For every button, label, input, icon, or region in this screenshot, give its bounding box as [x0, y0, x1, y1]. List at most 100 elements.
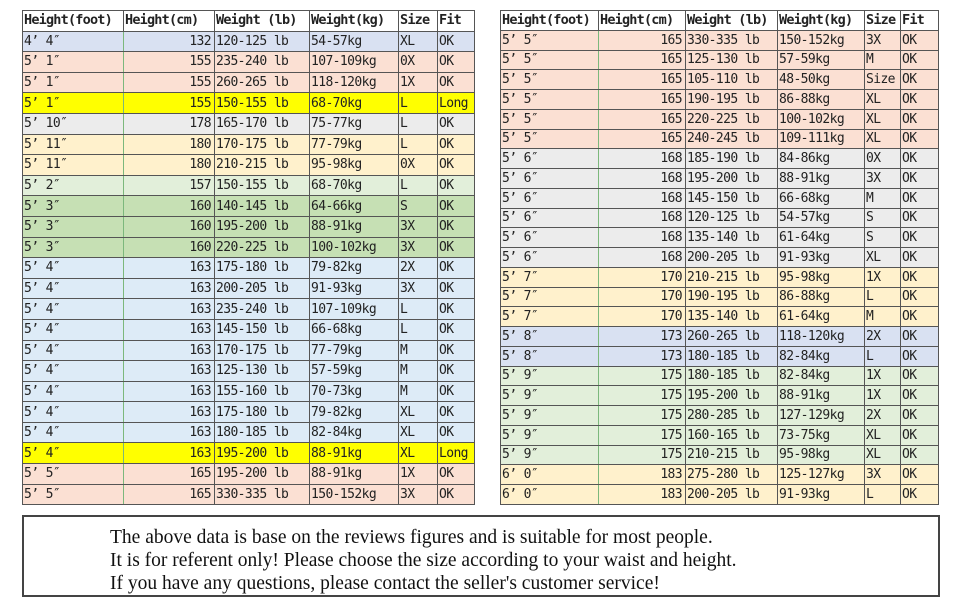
cell-height-foot: 5’ 5″: [500, 69, 599, 90]
cell-weight-kg: 118-120kg: [777, 326, 865, 347]
cell-height-cm: 180: [123, 133, 215, 156]
cell-weight-kg: 88-91kg: [309, 442, 399, 465]
cell-fit: OK: [437, 133, 475, 156]
cell-fit: OK: [900, 326, 939, 347]
cell-size: XL: [864, 444, 901, 466]
cell-weight-kg: 61-64kg: [777, 306, 865, 327]
size-table-right: Height(foot) Height(cm) Weight (lb) Weight(…: [500, 10, 939, 505]
cell-weight-kg: 107-109kg: [309, 51, 399, 73]
cell-weight-kg: 109-111kg: [777, 128, 865, 150]
cell-height-foot: 6’ 0″: [500, 484, 599, 505]
table-row: 5’ 5″ 165 195-200 lb 88-91kg 1X OK: [22, 463, 475, 485]
cell-weight-lb: 135-140 lb: [685, 227, 778, 248]
cell-weight-lb: 190-195 lb: [685, 89, 778, 110]
table-row: 5’ 6″ 168 185-190 lb 84-86kg 0X OK: [500, 148, 939, 169]
cell-fit: OK: [900, 405, 939, 426]
cell-weight-kg: 88-91kg: [309, 215, 399, 238]
table-body: 4’ 4″ 132 120-125 lb 54-57kg XL OK 5’ 1″ 155 235…: [22, 30, 475, 506]
cell-weight-lb: 195-200 lb: [214, 442, 310, 465]
cell-weight-lb: 195-200 lb: [214, 463, 310, 485]
cell-height-foot: 5’ 4″: [22, 257, 124, 279]
cell-size: M: [864, 187, 901, 209]
cell-size: L: [398, 298, 438, 320]
cell-weight-lb: 330-335 lb: [685, 29, 778, 51]
cell-fit: OK: [437, 71, 475, 94]
cell-size: L: [398, 174, 438, 197]
cell-weight-lb: 280-285 lb: [685, 405, 778, 426]
cell-fit: OK: [900, 148, 939, 169]
cell-height-cm: 183: [598, 484, 686, 505]
table-row: 5’ 4″ 163 145-150 lb 66-68kg L OK: [22, 318, 475, 341]
cell-size: S: [398, 195, 438, 217]
cell-fit: OK: [900, 345, 939, 367]
cell-height-cm: 170: [598, 306, 686, 327]
cell-size: 3X: [398, 236, 438, 259]
table-row: 5’ 4″ 163 155-160 lb 70-73kg M OK: [22, 380, 475, 403]
cell-weight-lb: 170-175 lb: [214, 133, 310, 156]
cell-size: Size: [864, 69, 901, 90]
cell-height-foot: 5’ 11″: [22, 133, 124, 156]
table-row: 5’ 1″ 155 260-265 lb 118-120kg 1X OK: [22, 71, 475, 94]
cell-size: XL: [864, 424, 901, 446]
cell-height-foot: 5’ 6″: [500, 207, 599, 229]
cell-fit: OK: [437, 30, 475, 53]
cell-size: 0X: [398, 154, 438, 176]
table-row: 5’ 11″ 180 210-215 lb 95-98kg 0X OK: [22, 154, 475, 176]
cell-height-cm: 163: [123, 421, 215, 444]
header-size: Size: [398, 10, 438, 32]
cell-size: L: [864, 345, 901, 367]
cell-size: 0X: [864, 148, 901, 169]
cell-fit: OK: [900, 365, 939, 387]
cell-size: M: [864, 49, 901, 71]
table-row: 5’ 6″ 168 195-200 lb 88-91kg 3X OK: [500, 168, 939, 189]
cell-weight-lb: 170-175 lb: [214, 339, 310, 362]
cell-weight-lb: 160-165 lb: [685, 424, 778, 446]
cell-size: S: [864, 207, 901, 229]
cell-height-foot: 5’ 7″: [500, 266, 599, 288]
disclaimer-line-2: It is for referent only! Please choose t…: [110, 550, 737, 571]
cell-height-cm: 163: [123, 442, 215, 465]
table-row: 5’ 10″ 178 165-170 lb 75-77kg L OK: [22, 112, 475, 135]
table-row: 5’ 4″ 163 175-180 lb 79-82kg XL OK: [22, 401, 475, 423]
cell-fit: OK: [437, 421, 475, 444]
cell-fit: OK: [437, 380, 475, 403]
table-row: 5’ 3″ 160 195-200 lb 88-91kg 3X OK: [22, 215, 475, 238]
table-row: 4’ 4″ 132 120-125 lb 54-57kg XL OK: [22, 30, 475, 53]
table-row: 6’ 0″ 183 275-280 lb 125-127kg 3X OK: [500, 464, 939, 485]
cell-height-cm: 160: [123, 236, 215, 259]
cell-size: L: [864, 286, 901, 308]
table-row: 5’ 7″ 170 135-140 lb 61-64kg M OK: [500, 306, 939, 327]
cell-weight-kg: 77-79kg: [309, 133, 399, 156]
cell-height-foot: 5’ 11″: [22, 154, 124, 176]
cell-weight-lb: 240-245 lb: [685, 128, 778, 150]
cell-weight-kg: 82-84kg: [777, 365, 865, 387]
cell-height-foot: 5’ 2″: [22, 174, 124, 197]
cell-height-foot: 5’ 6″: [500, 187, 599, 209]
cell-weight-kg: 88-91kg: [309, 463, 399, 485]
table-row: 5’ 5″ 165 125-130 lb 57-59kg M OK: [500, 49, 939, 71]
table-body: 5’ 5″ 165 330-335 lb 150-152kg 3X OK 5’ 5″ 165 1…: [500, 29, 939, 505]
cell-size: 1X: [864, 365, 901, 387]
cell-height-foot: 5’ 8″: [500, 345, 599, 367]
table-row: 5’ 6″ 168 145-150 lb 66-68kg M OK: [500, 187, 939, 209]
table-header-row: Height(foot) Height(cm) Weight (lb) Weight(…: [22, 10, 475, 32]
cell-weight-kg: 79-82kg: [309, 401, 399, 423]
cell-weight-kg: 64-66kg: [309, 195, 399, 217]
cell-height-cm: 170: [598, 266, 686, 288]
cell-height-foot: 5’ 3″: [22, 215, 124, 238]
table-row: 5’ 7″ 170 190-195 lb 86-88kg L OK: [500, 286, 939, 308]
table-row: 5’ 1″ 155 235-240 lb 107-109kg 0X OK: [22, 51, 475, 73]
cell-weight-lb: 210-215 lb: [214, 154, 310, 176]
cell-size: XL: [398, 421, 438, 444]
cell-fit: OK: [900, 89, 939, 110]
cell-fit: OK: [900, 29, 939, 51]
cell-weight-lb: 140-145 lb: [214, 195, 310, 217]
cell-fit: OK: [437, 277, 475, 300]
cell-size: 3X: [864, 464, 901, 485]
cell-weight-lb: 155-160 lb: [214, 380, 310, 403]
cell-weight-lb: 220-225 lb: [685, 108, 778, 130]
cell-height-cm: 165: [598, 89, 686, 110]
cell-weight-lb: 175-180 lb: [214, 401, 310, 423]
cell-height-cm: 170: [598, 286, 686, 308]
cell-height-foot: 4’ 4″: [22, 30, 124, 53]
